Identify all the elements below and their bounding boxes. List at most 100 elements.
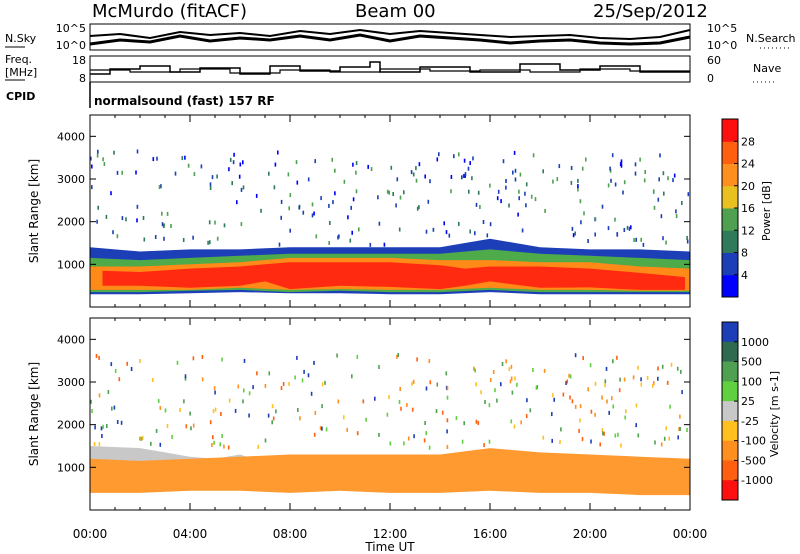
velocity-echo-point: [299, 416, 301, 421]
velocity-echo-point: [654, 440, 656, 445]
power-echo-point: [663, 191, 665, 196]
power-echo-point: [552, 179, 554, 184]
velocity-echo-point: [398, 400, 401, 404]
power-echo-point: [642, 242, 645, 247]
velocity-colorbar-tick-label: 25: [741, 395, 755, 408]
power-echo-point: [352, 197, 355, 202]
power-echo-point: [289, 228, 291, 233]
power-echo-point: [184, 155, 186, 160]
power-echo-point: [392, 192, 394, 196]
power-echo-point: [614, 217, 616, 222]
power-echo-point: [170, 224, 172, 228]
velocity-echo-point: [652, 383, 654, 388]
velocity-echo-point: [389, 441, 392, 446]
velocity-echo-point: [397, 353, 399, 357]
power-echo-point: [280, 215, 282, 220]
power-echo-point: [313, 211, 315, 216]
power-echo-point: [187, 163, 190, 168]
velocity-echo-point: [606, 399, 608, 404]
velocity-echo-point: [578, 428, 580, 433]
velocity-echo-point: [510, 376, 513, 381]
power-echo-point: [105, 214, 108, 219]
power-echo-point: [116, 170, 119, 175]
velocity-echo-point: [228, 398, 231, 403]
velocity-colorbar-tick-label: 500: [741, 356, 762, 369]
velocity-echo-point: [150, 441, 152, 446]
nsearch-label: N.Search: [746, 32, 796, 45]
velocity-echo-point: [562, 392, 565, 397]
power-echo-point: [610, 178, 612, 183]
power-echo-point: [445, 230, 448, 235]
velocity-colorbar-swatch: [722, 322, 738, 343]
velocity-echo-point: [337, 399, 340, 404]
velocity-echo-point: [446, 418, 449, 423]
velocity-echo-point: [95, 354, 98, 358]
power-echo-point: [239, 162, 242, 167]
velocity-echo-point: [213, 440, 215, 445]
velocity-echo-point: [411, 381, 413, 386]
x-tick-label: 16:00: [473, 527, 508, 541]
velocity-echo-point: [637, 365, 639, 370]
velocity-echo-point: [670, 362, 673, 367]
velocity-echo-point: [325, 427, 328, 432]
velocity-echo-point: [488, 439, 491, 444]
velocity-echo-point: [116, 420, 119, 424]
power-echo-point: [653, 189, 655, 194]
power-echo-point: [609, 166, 611, 171]
power-echo-point: [329, 221, 331, 225]
power-echo-point: [192, 235, 194, 240]
power-colorbar-swatch: [722, 230, 738, 253]
power-colorbar-swatch: [722, 208, 738, 231]
velocity-echo-point: [617, 432, 619, 437]
velocity-echo-point: [416, 357, 418, 362]
power-echo-point: [675, 209, 677, 214]
velocity-echo-point: [221, 434, 223, 438]
power-echo-point: [474, 231, 476, 236]
velocity-echo-point: [130, 367, 133, 371]
power-echo-point: [268, 171, 270, 176]
velocity-echo-point: [653, 381, 655, 386]
velocity-echo-point: [446, 395, 449, 400]
power-echo-point: [634, 162, 637, 167]
power-echo-point: [334, 191, 336, 196]
velocity-echo-point: [91, 409, 93, 413]
power-echo-point: [415, 178, 418, 183]
power-echo-point: [296, 180, 299, 185]
velocity-echo-point: [176, 360, 179, 365]
nave-tick-lo: 0: [707, 72, 714, 85]
power-echo-point: [622, 190, 624, 195]
nsearch-tick-hi: 10^5: [707, 22, 737, 35]
velocity-echo-point: [159, 442, 162, 447]
velocity-echo-point: [179, 408, 181, 412]
velocity-echo-point: [313, 432, 316, 437]
power-echo-point: [432, 227, 435, 232]
velocity-echo-point: [446, 445, 449, 449]
velocity-echo-point: [321, 382, 324, 387]
velocity-colorbar-tick-label: 1000: [741, 336, 769, 349]
velocity-echo-point: [211, 443, 213, 447]
velocity-colorbar-tick-label: 100: [741, 375, 762, 388]
velocity-echo-point: [614, 433, 617, 438]
power-echo-point: [370, 167, 373, 172]
velocity-echo-point: [679, 414, 681, 419]
power-echo-point: [482, 220, 485, 224]
x-tick-label: 04:00: [173, 527, 208, 541]
power-echo-point: [110, 191, 112, 196]
velocity-echo-point: [155, 428, 158, 433]
power-echo-point: [396, 177, 399, 182]
power-echo-point: [580, 220, 582, 225]
power-echo-point: [461, 175, 463, 180]
power-echo-point: [156, 156, 158, 161]
power-echo-point: [338, 234, 340, 239]
power-echo-point: [223, 223, 226, 228]
velocity-echo-point: [489, 378, 492, 382]
power-echo-point: [209, 240, 211, 245]
velocity-y-tick-label: 3000: [57, 376, 85, 389]
power-echo-point: [453, 154, 455, 159]
power-echo-point: [273, 185, 276, 190]
power-echo-point: [471, 176, 473, 181]
power-echo-point: [208, 220, 211, 225]
velocity-echo-point: [500, 382, 502, 387]
velocity-echo-point: [665, 426, 667, 431]
velocity-echo-point: [189, 411, 191, 416]
